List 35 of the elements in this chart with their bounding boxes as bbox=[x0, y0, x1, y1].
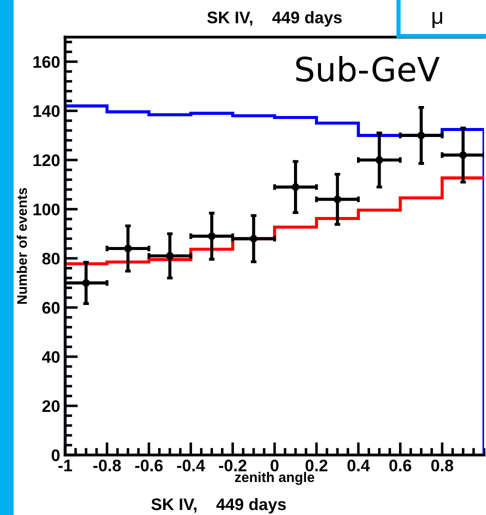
point bbox=[124, 244, 132, 252]
x-tick-label: -0.6 bbox=[135, 460, 163, 472]
point bbox=[459, 151, 467, 159]
annotation: Sub-GeV bbox=[296, 56, 440, 82]
point bbox=[417, 132, 426, 140]
point bbox=[292, 183, 300, 191]
point bbox=[82, 279, 90, 287]
point bbox=[334, 196, 342, 204]
y-tick-label: 140 bbox=[34, 105, 60, 118]
y-tick-label: 160 bbox=[34, 56, 60, 68]
x-tick-label: 0.6 bbox=[389, 460, 412, 472]
x-tick-label: 0.4 bbox=[347, 460, 370, 472]
x-tick-label: -0.4 bbox=[177, 460, 206, 472]
y-tick-label: 100 bbox=[34, 204, 60, 216]
y-tick-label: 20 bbox=[42, 400, 60, 412]
text: SK IV, 449 days bbox=[151, 498, 286, 514]
y-axis-title: Number of events bbox=[16, 188, 27, 304]
point bbox=[208, 232, 216, 240]
point bbox=[166, 252, 174, 260]
y-tick-label: 60 bbox=[42, 302, 60, 314]
x-tick-label: 0 bbox=[270, 460, 279, 472]
y-tick-label: 40 bbox=[42, 351, 60, 363]
x-tick-label: -0.8 bbox=[93, 460, 121, 472]
text: μ bbox=[432, 12, 442, 28]
point bbox=[250, 234, 258, 242]
x-axis-title: zenith angle bbox=[235, 472, 314, 485]
y-tick-label: 0 bbox=[52, 449, 60, 462]
x-tick-label: -0.2 bbox=[218, 460, 246, 472]
x-tick-label: 0.2 bbox=[306, 460, 328, 472]
x-tick-label: -1 bbox=[58, 460, 72, 472]
x-tick-label: 0.8 bbox=[431, 460, 454, 472]
point bbox=[376, 156, 384, 164]
y-tick-label: 120 bbox=[34, 154, 60, 166]
y-tick-label: 80 bbox=[42, 252, 60, 265]
chart-title: SK IV, 449 days bbox=[207, 11, 342, 27]
